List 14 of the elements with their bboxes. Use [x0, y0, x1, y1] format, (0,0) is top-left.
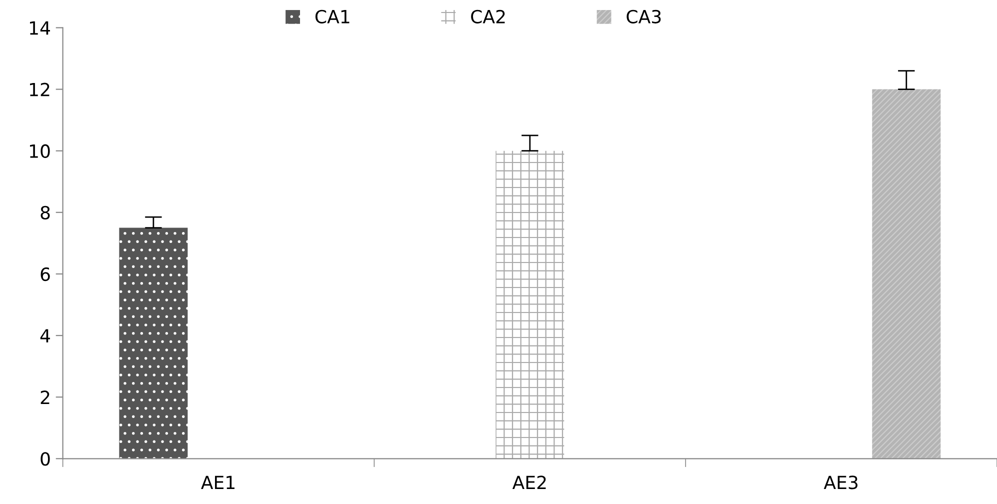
y-tick-label: 12 — [30, 82, 50, 96]
legend-label: CA2 — [471, 10, 505, 24]
y-tick-label: 10 — [30, 144, 50, 158]
legend-label: CA1 — [315, 10, 350, 24]
x-tick-label: AE3 — [824, 476, 858, 490]
y-tick-label: 6 — [40, 267, 50, 282]
legend-label: CA3 — [626, 10, 661, 24]
x-tick-label: AE1 — [201, 476, 234, 490]
x-tick-label: AE2 — [512, 476, 546, 490]
y-tick-label: 14 — [30, 21, 50, 35]
y-tick-label: 2 — [40, 390, 50, 404]
y-tick-label: 0 — [40, 452, 50, 466]
y-tick-label: 8 — [40, 206, 50, 220]
y-tick-label: 4 — [40, 329, 50, 342]
